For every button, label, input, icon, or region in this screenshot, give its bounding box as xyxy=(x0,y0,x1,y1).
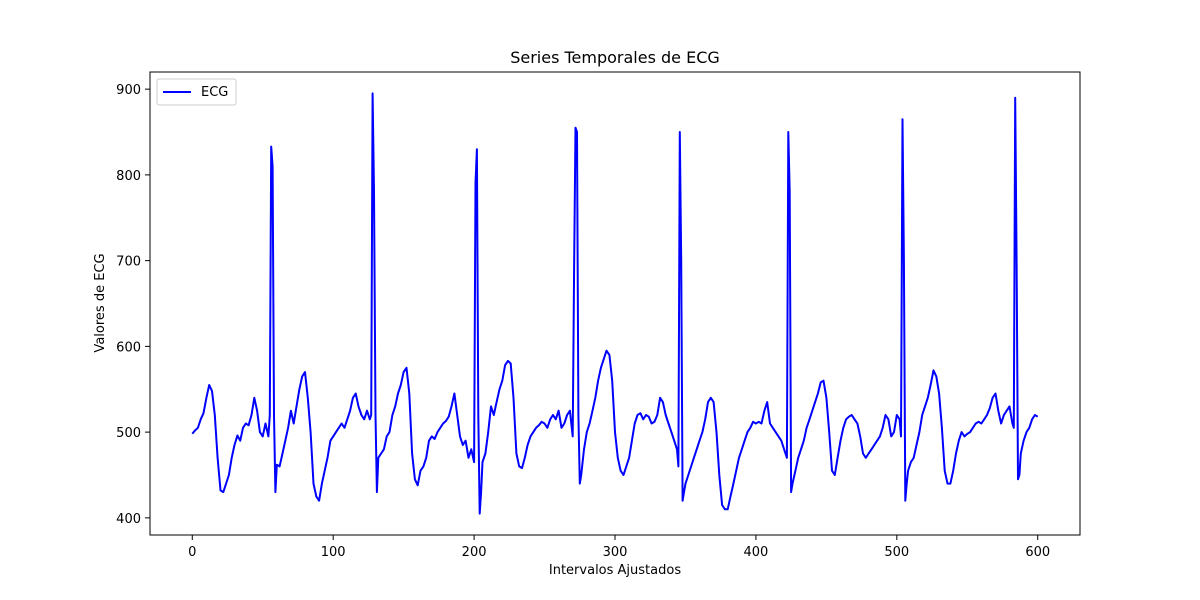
y-tick-label: 900 xyxy=(116,83,141,98)
ecg-series-line xyxy=(191,92,1039,515)
legend: ECG xyxy=(156,78,237,106)
x-tick-label: 0 xyxy=(188,545,196,560)
y-tick-label: 500 xyxy=(116,426,141,441)
x-tick-label: 600 xyxy=(1025,545,1050,560)
y-tick-label: 600 xyxy=(116,340,141,355)
x-tick-label: 500 xyxy=(884,545,909,560)
y-tick-label: 800 xyxy=(116,169,141,184)
x-tick-label: 400 xyxy=(743,545,768,560)
x-tick-label: 300 xyxy=(603,545,628,560)
x-tick-label: 100 xyxy=(321,545,346,560)
y-tick-label: 400 xyxy=(116,512,141,527)
chart-title: Series Temporales de ECG xyxy=(510,48,720,67)
x-tick-label: 200 xyxy=(462,545,487,560)
plot-area xyxy=(149,71,1081,536)
y-tick-label: 700 xyxy=(116,255,141,270)
y-axis-label: Valores de ECG xyxy=(93,253,108,352)
legend-label-ecg: ECG xyxy=(201,85,228,100)
x-axis: 0 100 200 300 400 500 600 xyxy=(188,535,1050,560)
x-axis-label: Intervalos Ajustados xyxy=(549,563,681,578)
legend-box xyxy=(156,78,237,106)
y-axis: 400 500 600 700 800 900 xyxy=(116,83,150,527)
